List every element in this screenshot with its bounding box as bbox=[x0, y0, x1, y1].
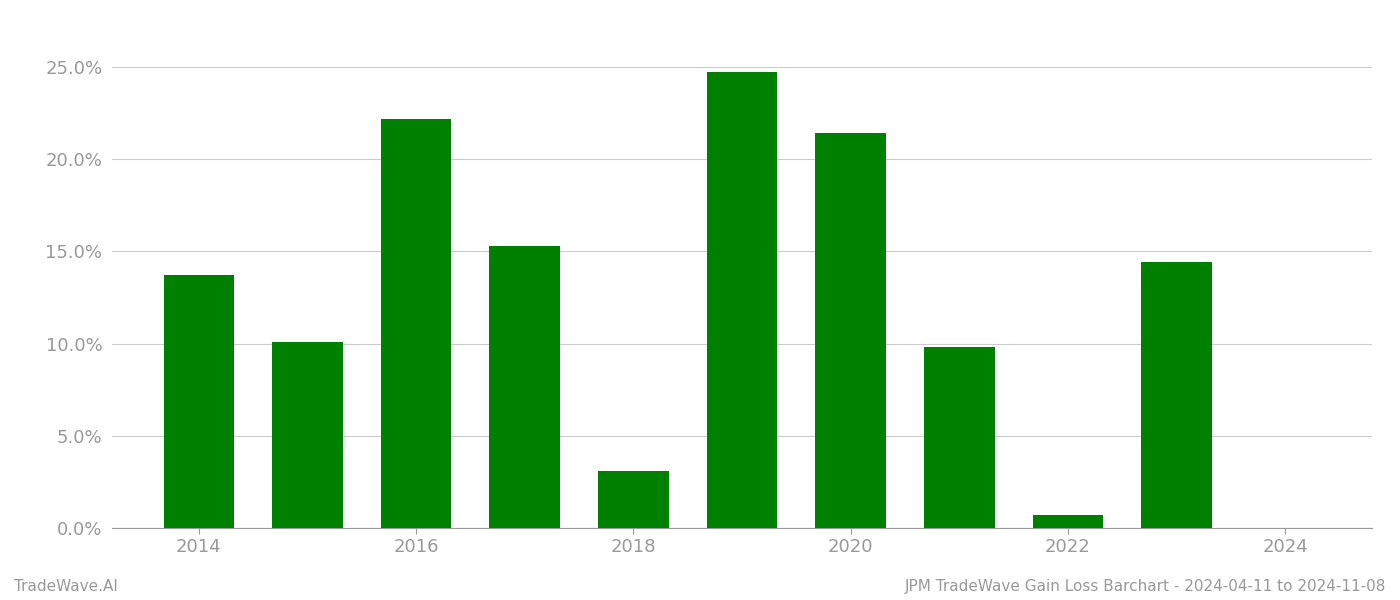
Bar bbox=[707, 73, 777, 528]
Bar bbox=[1033, 515, 1103, 528]
Bar bbox=[272, 342, 343, 528]
Bar bbox=[381, 119, 451, 528]
Bar bbox=[598, 471, 669, 528]
Bar bbox=[490, 246, 560, 528]
Text: TradeWave.AI: TradeWave.AI bbox=[14, 579, 118, 594]
Bar bbox=[164, 275, 234, 528]
Text: JPM TradeWave Gain Loss Barchart - 2024-04-11 to 2024-11-08: JPM TradeWave Gain Loss Barchart - 2024-… bbox=[904, 579, 1386, 594]
Bar bbox=[924, 347, 994, 528]
Bar bbox=[815, 133, 886, 528]
Bar bbox=[1141, 262, 1212, 528]
